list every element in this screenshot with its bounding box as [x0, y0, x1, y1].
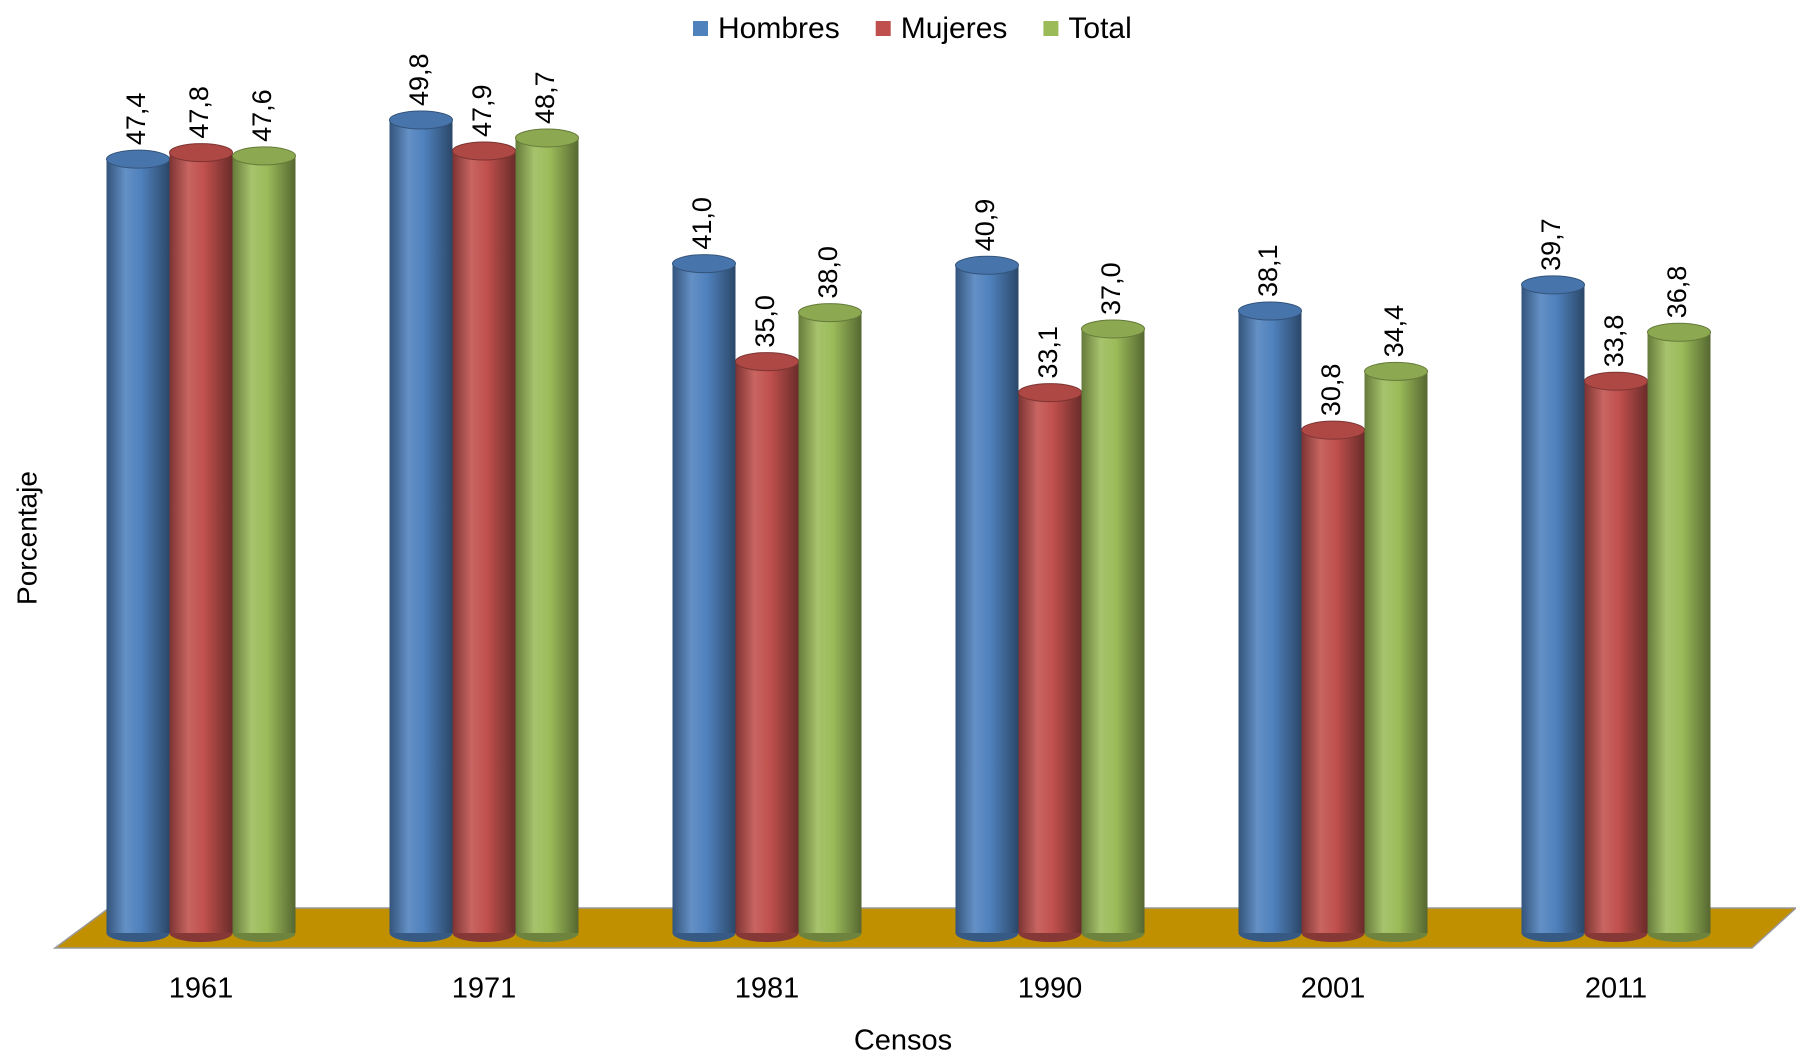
data-label: 36,8: [1662, 266, 1692, 319]
bar: [798, 303, 862, 942]
data-label: 49,8: [404, 53, 434, 106]
legend-label: Hombres: [718, 12, 840, 45]
bar: [1018, 383, 1082, 942]
x-tick-label: 2011: [1585, 973, 1647, 1005]
bar: [1521, 275, 1585, 942]
bar: [169, 143, 233, 942]
data-label: 47,9: [467, 84, 497, 137]
bar: [955, 255, 1019, 942]
data-label: 35,0: [750, 295, 780, 348]
data-label: 38,0: [813, 246, 843, 299]
bar: [672, 254, 736, 942]
data-label: 38,1: [1253, 244, 1283, 297]
data-label: 48,7: [530, 71, 560, 124]
x-tick-label: 1981: [735, 973, 800, 1005]
legend-label: Mujeres: [901, 12, 1008, 45]
bar: [1238, 301, 1302, 942]
bar: [389, 110, 453, 942]
bar: [515, 128, 579, 942]
data-label: 47,4: [121, 93, 151, 146]
bar: [232, 146, 296, 942]
bar: [1081, 319, 1145, 942]
x-tick-label: 1961: [169, 973, 234, 1005]
data-label: 47,6: [247, 89, 277, 142]
x-tick-label: 1990: [1018, 973, 1083, 1005]
data-label: 30,8: [1316, 364, 1346, 417]
bar: [735, 352, 799, 942]
bar: [1301, 420, 1365, 942]
data-label: 41,0: [687, 197, 717, 250]
data-label: 33,1: [1033, 326, 1063, 379]
x-axis-label: Censos: [854, 1025, 952, 1057]
legend-label: Total: [1068, 12, 1131, 45]
bar: [1584, 371, 1648, 942]
bar: [452, 141, 516, 942]
legend-swatch: [1043, 21, 1059, 36]
x-tick-label: 2001: [1301, 973, 1366, 1005]
data-label: 47,8: [184, 86, 214, 139]
bar: [1647, 322, 1711, 942]
data-label: 40,9: [970, 199, 1000, 252]
x-tick-label: 1971: [452, 973, 517, 1005]
legend-swatch: [693, 21, 708, 36]
data-label: 34,4: [1379, 305, 1409, 358]
bar: [1364, 361, 1428, 942]
y-axis-label: Porcentaje: [11, 471, 42, 605]
data-label: 39,7: [1536, 218, 1566, 271]
data-label: 37,0: [1096, 262, 1126, 315]
bar: [106, 149, 170, 942]
data-label: 33,8: [1599, 315, 1629, 368]
legend-swatch: [875, 21, 891, 36]
